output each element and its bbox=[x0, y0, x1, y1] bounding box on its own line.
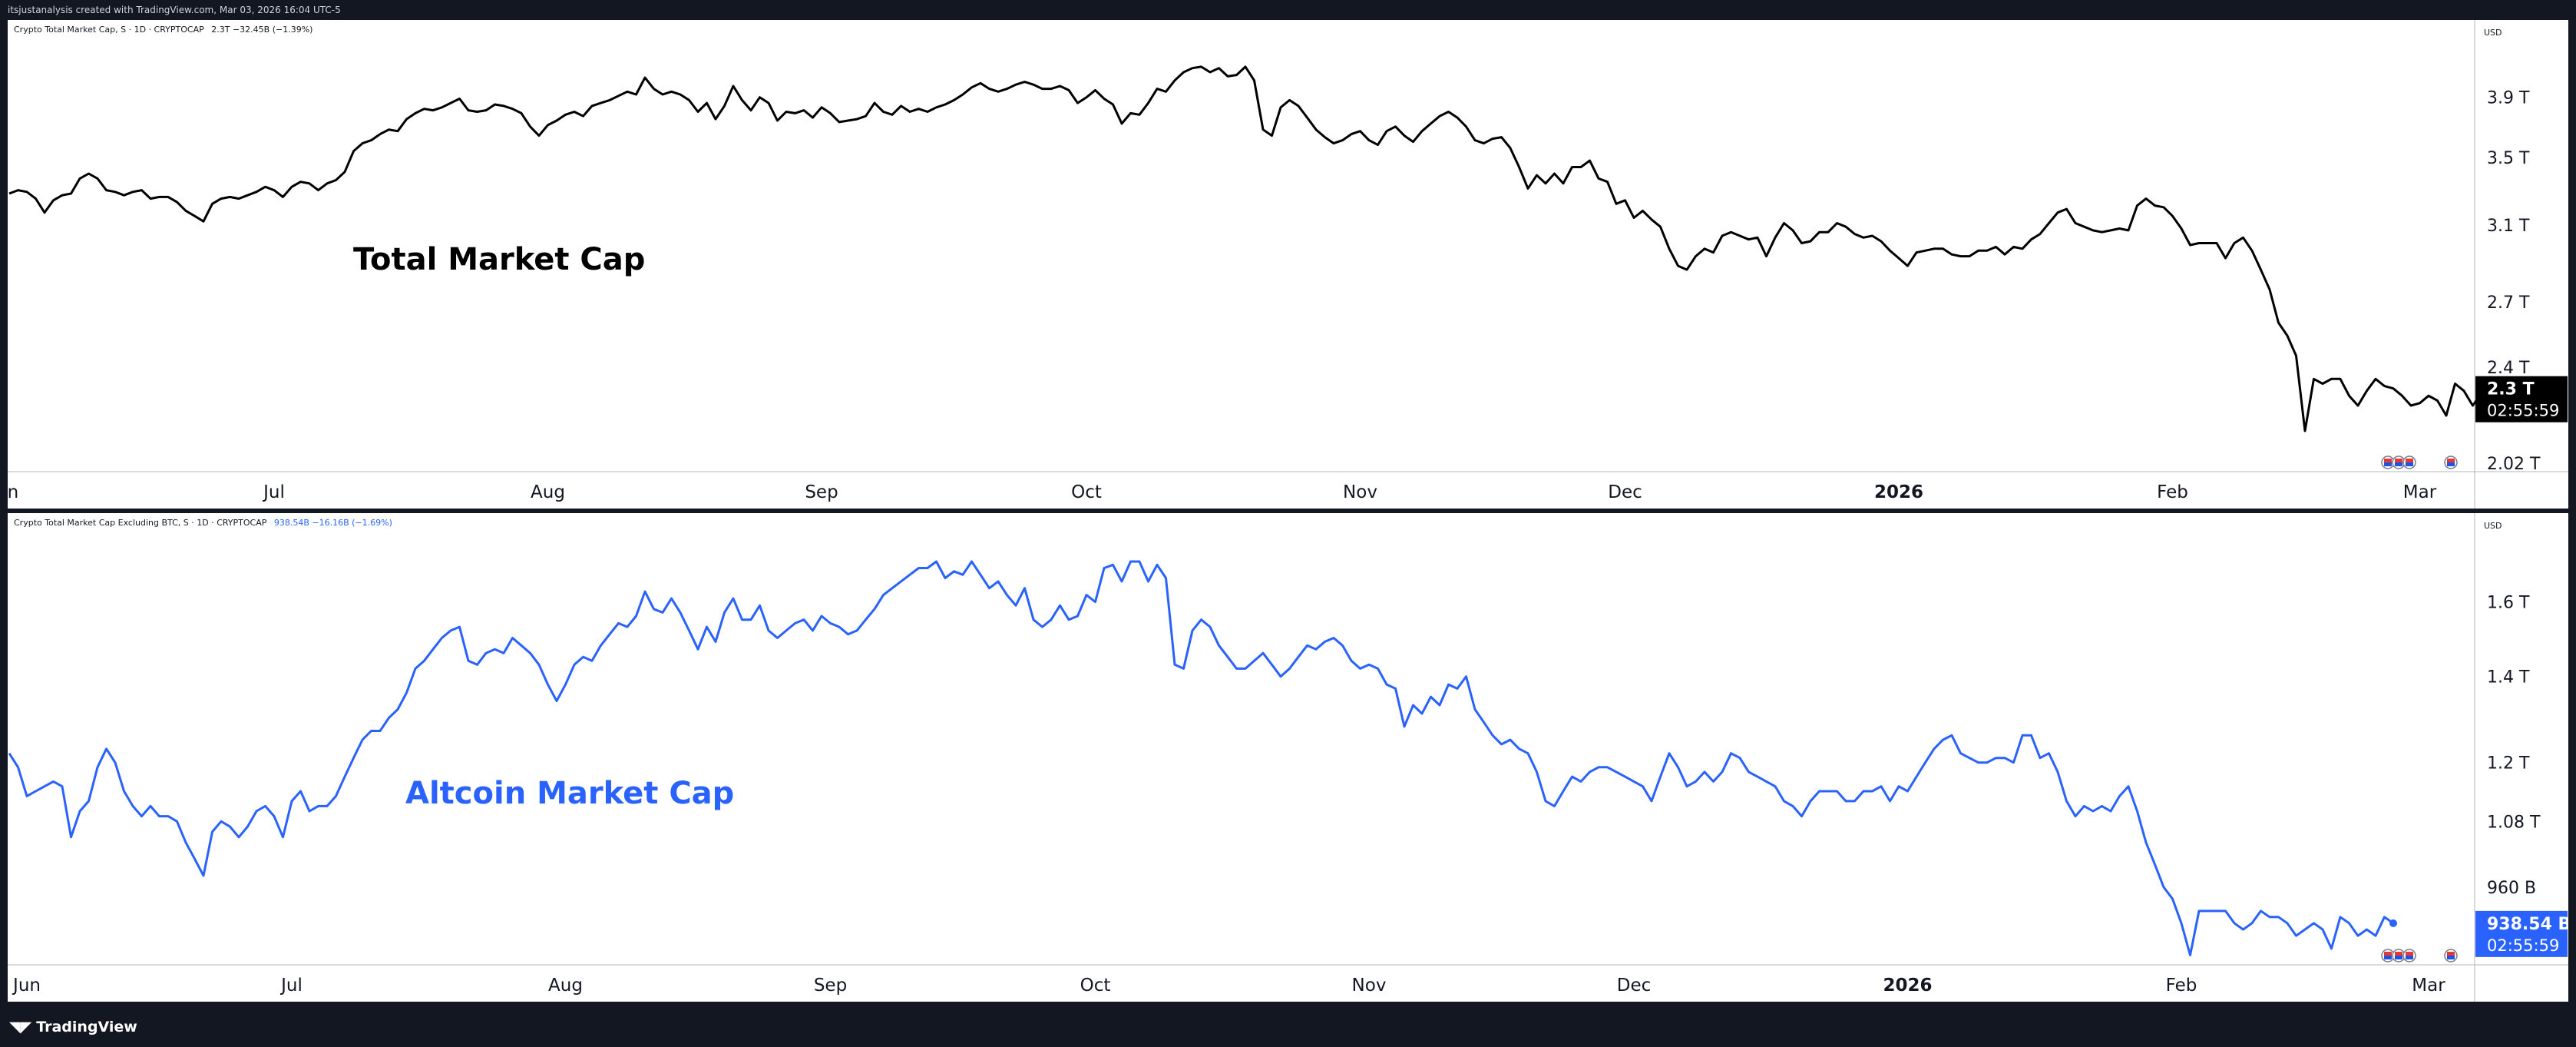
x-tick-label-0-8: Feb bbox=[2157, 482, 2188, 502]
x-tick-label-0-2: Aug bbox=[531, 482, 565, 502]
y-tick-label-0-3: 3.1 T bbox=[2487, 217, 2530, 236]
attribution-text: itsjustanalysis created with TradingView… bbox=[8, 5, 341, 15]
last-price-label-0: 2.3 T bbox=[2487, 380, 2535, 399]
x-tick-label-1-0: Jun bbox=[12, 976, 41, 996]
tradingview-logo-icon: ◥◤ bbox=[9, 1019, 32, 1035]
x-tick-label-1-1: Jul bbox=[279, 976, 303, 996]
legend-title-altcoin: Crypto Total Market Cap Excluding BTC, S… bbox=[14, 518, 267, 528]
y-tick-label-1-3: 1.2 T bbox=[2487, 754, 2530, 774]
event-icon-c-0[interactable] bbox=[2402, 456, 2416, 469]
countdown-label-0: 02:55:59 bbox=[2487, 402, 2559, 420]
legend-values-altcoin: 938.54B −16.16B (−1.69%) bbox=[273, 518, 392, 528]
tradingview-brand: TradingView bbox=[36, 1019, 137, 1035]
flag-icon-1[interactable] bbox=[2444, 949, 2458, 963]
y-tick-label-1-2: 1.08 T bbox=[2487, 813, 2541, 832]
x-tick-label-0-3: Sep bbox=[805, 482, 838, 502]
legend-altcoin: Crypto Total Market Cap Excluding BTC, S… bbox=[14, 518, 392, 528]
x-tick-label-0-7: 2026 bbox=[1874, 482, 1923, 502]
x-tick-label-0-4: Oct bbox=[1071, 482, 1102, 502]
currency-label-0: USD bbox=[2484, 28, 2502, 38]
countdown-label-1: 02:55:59 bbox=[2487, 936, 2559, 955]
x-tick-label-1-5: Nov bbox=[1352, 976, 1387, 996]
last-price-tag-0 bbox=[2475, 376, 2568, 422]
tradingview-logo[interactable]: ◥◤ TradingView bbox=[9, 1019, 137, 1035]
x-tick-label-1-6: Dec bbox=[1617, 976, 1652, 996]
legend-total: Crypto Total Market Cap, S · 1D · CRYPTO… bbox=[14, 25, 312, 35]
y-tick-label-0-2: 2.7 T bbox=[2487, 293, 2530, 313]
x-tick-label-1-8: Feb bbox=[2166, 976, 2197, 996]
y-tick-label-1-4: 1.4 T bbox=[2487, 668, 2530, 688]
flag-icon-0[interactable] bbox=[2444, 456, 2458, 469]
bottom-bar: ◥◤ TradingView bbox=[0, 1002, 2576, 1047]
legend-values-total: 2.3T −32.45B (−1.39%) bbox=[211, 25, 313, 35]
series-line-1 bbox=[8, 560, 2394, 956]
top-bar: itsjustanalysis created with TradingView… bbox=[0, 0, 2576, 20]
x-tick-label-0-1: Jul bbox=[262, 482, 285, 502]
x-tick-label-1-7: 2026 bbox=[1883, 976, 1932, 996]
chart-annotation-0: Total Market Cap bbox=[353, 242, 645, 277]
y-tick-label-0-4: 3.5 T bbox=[2487, 149, 2530, 168]
chart-altcoin-market-cap[interactable]: USD860 B960 B1.08 T1.2 T1.4 T1.6 TJunJul… bbox=[8, 513, 2568, 1002]
x-tick-label-1-3: Sep bbox=[814, 976, 847, 996]
last-point-marker-1 bbox=[2389, 919, 2397, 927]
y-tick-label-1-1: 960 B bbox=[2487, 879, 2536, 898]
x-tick-label-1-2: Aug bbox=[548, 976, 583, 996]
x-tick-label-0-5: Nov bbox=[1343, 482, 1377, 502]
event-icon-c-1[interactable] bbox=[2402, 949, 2416, 963]
x-tick-label-0-6: Dec bbox=[1608, 482, 1642, 502]
series-line-0 bbox=[8, 65, 2509, 432]
y-tick-label-0-5: 3.9 T bbox=[2487, 89, 2530, 108]
x-tick-label-1-4: Oct bbox=[1080, 976, 1111, 996]
currency-label-1: USD bbox=[2484, 521, 2502, 531]
last-price-label-1: 938.54 B bbox=[2487, 915, 2568, 934]
y-tick-label-0-1: 2.4 T bbox=[2487, 359, 2530, 378]
chart-annotation-1: Altcoin Market Cap bbox=[405, 776, 734, 811]
x-tick-label-0-9: Mar bbox=[2403, 482, 2437, 502]
x-tick-label-1-9: Mar bbox=[2412, 976, 2445, 996]
y-tick-label-1-5: 1.6 T bbox=[2487, 594, 2530, 613]
chart-panel-total[interactable]: USD 2.02 T 2.4 T 2.7 T 3.1 T 3.5 T 3.9 T Jun Jul… bbox=[8, 20, 2568, 509]
y-tick-label-0-0: 2.02 T bbox=[2487, 455, 2541, 474]
chart-panel-altcoin[interactable]: USD860 B960 B1.08 T1.2 T1.4 T1.6 TJunJul… bbox=[8, 513, 2568, 1002]
legend-title-total: Crypto Total Market Cap, S · 1D · CRYPTO… bbox=[14, 25, 204, 35]
last-price-tag-1 bbox=[2475, 910, 2568, 957]
chart-total-market-cap[interactable]: USD 2.02 T 2.4 T 2.7 T 3.1 T 3.5 T 3.9 T Jun Jul… bbox=[8, 20, 2568, 509]
x-tick-label-0-0: Jun bbox=[8, 482, 18, 502]
